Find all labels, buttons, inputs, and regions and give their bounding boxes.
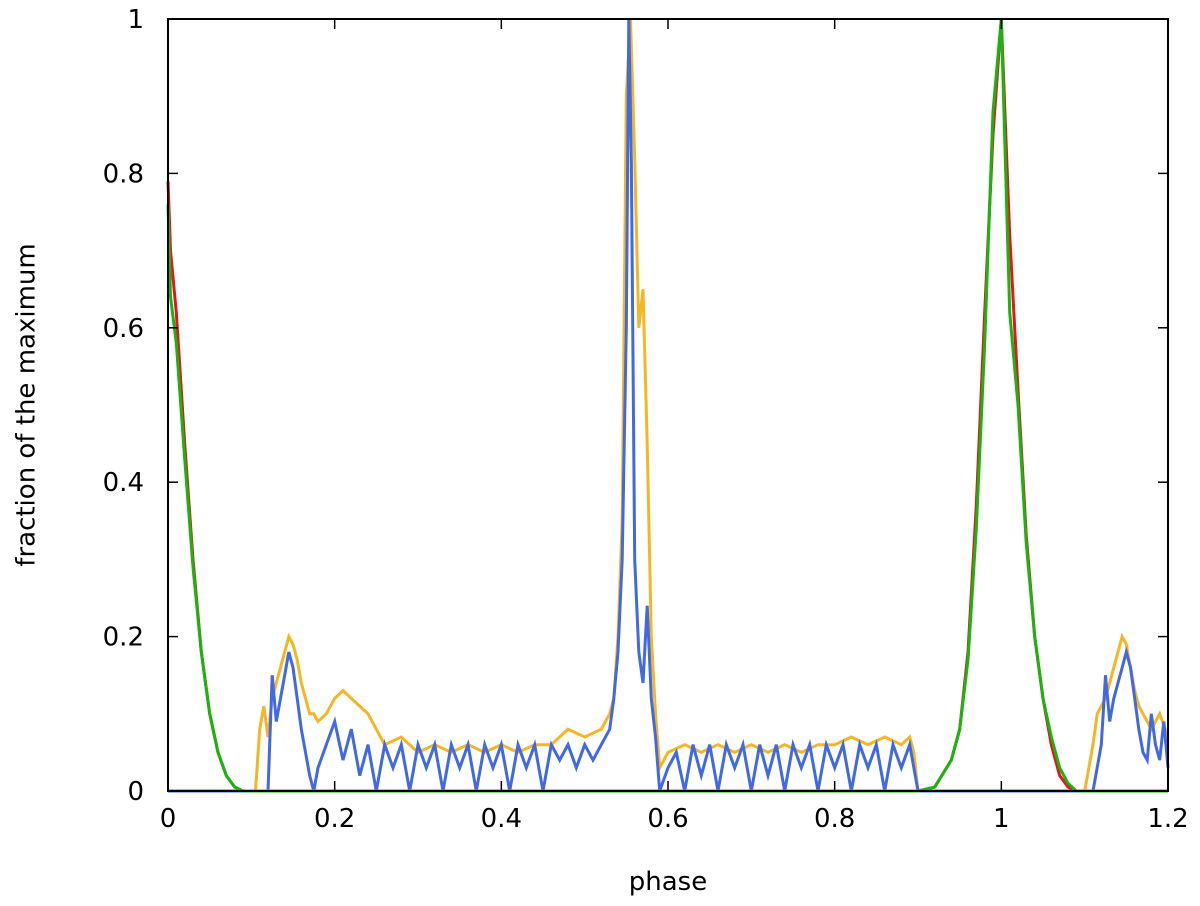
series-line-3 [168, 18, 1170, 793]
x-tick-label: 0.8 [814, 804, 855, 834]
series-layer [166, 18, 1170, 793]
x-tick-label: 1 [993, 804, 1010, 834]
y-tick-label: 0.4 [103, 468, 144, 498]
y-tick-label: 0 [127, 777, 144, 807]
y-tick-label: 0.2 [103, 623, 144, 653]
series-line-4 [166, 18, 1168, 793]
y-axis-title: fraction of the maximum [12, 243, 42, 566]
x-tick-label: 0 [160, 804, 177, 834]
x-tick-label: 0.4 [481, 804, 522, 834]
y-tick-label: 0.8 [103, 159, 144, 189]
x-tick-label: 0.2 [314, 804, 355, 834]
ticks-layer: 0 0.2 0.4 0.6 0.8 1 1.2 0 0.2 0.4 0.6 0.8 1 [103, 5, 1189, 834]
x-tick-label: 0.6 [647, 804, 688, 834]
x-tick-label: 1.2 [1147, 804, 1188, 834]
y-tick-label: 0.6 [103, 314, 144, 344]
x-axis-title: phase [629, 867, 707, 897]
y-tick-label: 1 [127, 5, 144, 35]
